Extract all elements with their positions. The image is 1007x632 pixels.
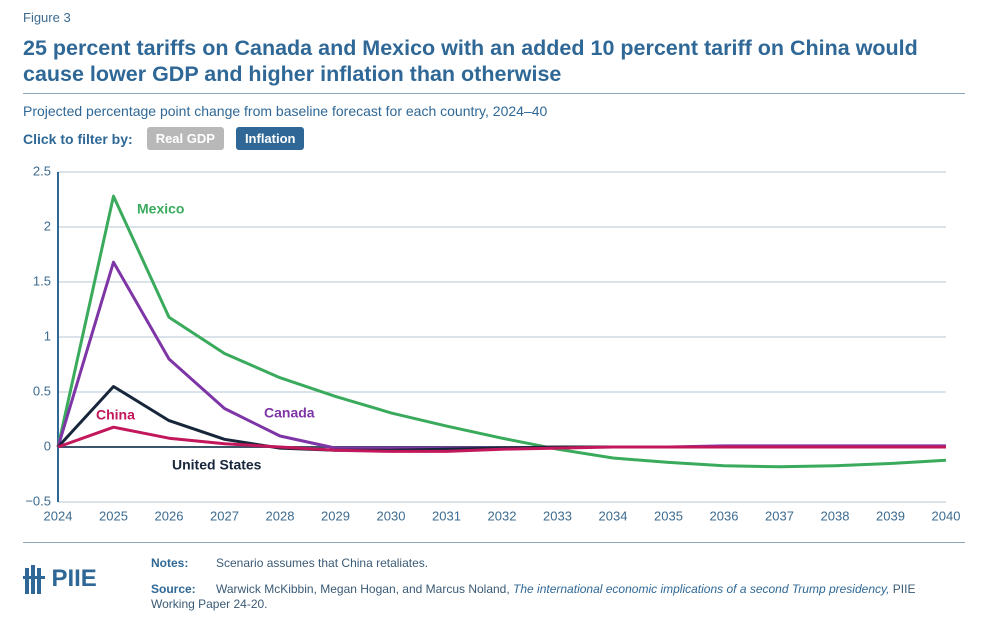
x-tick-label: 2036	[710, 508, 739, 523]
filter-button[interactable]: Inflation	[235, 127, 305, 150]
x-tick-label: 2025	[99, 508, 128, 523]
filter-label: Click to filter by:	[23, 130, 133, 147]
figure-label: Figure 3	[23, 10, 71, 25]
x-tick-label: 2040	[932, 508, 961, 523]
subtitle: Projected percentage point change from b…	[23, 103, 548, 119]
series-line	[57, 425, 946, 453]
x-tick-label: 2032	[488, 508, 517, 523]
x-tick-label: 2034	[599, 508, 628, 523]
y-tick-label: 2	[44, 218, 51, 233]
divider	[23, 542, 965, 543]
y-tick-label: 0	[44, 438, 51, 453]
x-tick-label: 2026	[155, 508, 184, 523]
x-tick-label: 2028	[266, 508, 295, 523]
logo-text: PIIE	[51, 565, 97, 592]
filter-bar: Click to filter by: Real GDP Inflation	[23, 127, 305, 150]
series-line	[56, 260, 946, 450]
series-line	[56, 194, 947, 469]
divider	[23, 93, 965, 94]
source-authors: Warwick McKibbin, Megan Hogan, and Marcu…	[216, 582, 510, 596]
x-tick-label: 2033	[543, 508, 572, 523]
source-label: Source:	[151, 582, 196, 596]
y-tick-label: 2.5	[33, 163, 51, 178]
title: 25 percent tariffs on Canada and Mexico …	[23, 36, 918, 86]
x-tick-label: 2035	[654, 508, 683, 523]
series-label: United States	[172, 457, 262, 473]
filter-button[interactable]: Real GDP	[146, 127, 224, 150]
series-label: Mexico	[137, 201, 184, 217]
notes-label: Notes:	[151, 556, 189, 570]
y-tick-label: −0.5	[25, 493, 51, 508]
source-title: The international economic implications …	[513, 582, 890, 596]
y-tick-label: 1	[44, 328, 51, 343]
logo-icon	[23, 565, 45, 594]
notes-text: Scenario assumes that China retaliates.	[216, 556, 429, 570]
series-label: Canada	[264, 405, 315, 421]
x-tick-label: 2030	[377, 508, 406, 523]
x-tick-label: 2027	[210, 508, 239, 523]
x-tick-label: 2031	[432, 508, 461, 523]
y-tick-label: 0.5	[33, 383, 51, 398]
x-tick-label: 2039	[876, 508, 905, 523]
x-tick-label: 2029	[321, 508, 350, 523]
logo: PIIE	[23, 562, 97, 596]
chart: −0.5 0 0.5 1 1.5 2 2.5 2024 2025 2026 2027 2028 2029…	[25, 163, 961, 523]
y-tick-label: 1.5	[33, 273, 51, 288]
series-label: China	[96, 407, 135, 423]
source-series: PIIE Working Paper 24-20.	[151, 582, 916, 611]
x-tick-label: 2038	[821, 508, 850, 523]
x-tick-label: 2024	[44, 508, 73, 523]
source-text: Warwick McKibbin, Megan Hogan, and Marcu…	[151, 582, 951, 612]
x-tick-label: 2037	[765, 508, 794, 523]
